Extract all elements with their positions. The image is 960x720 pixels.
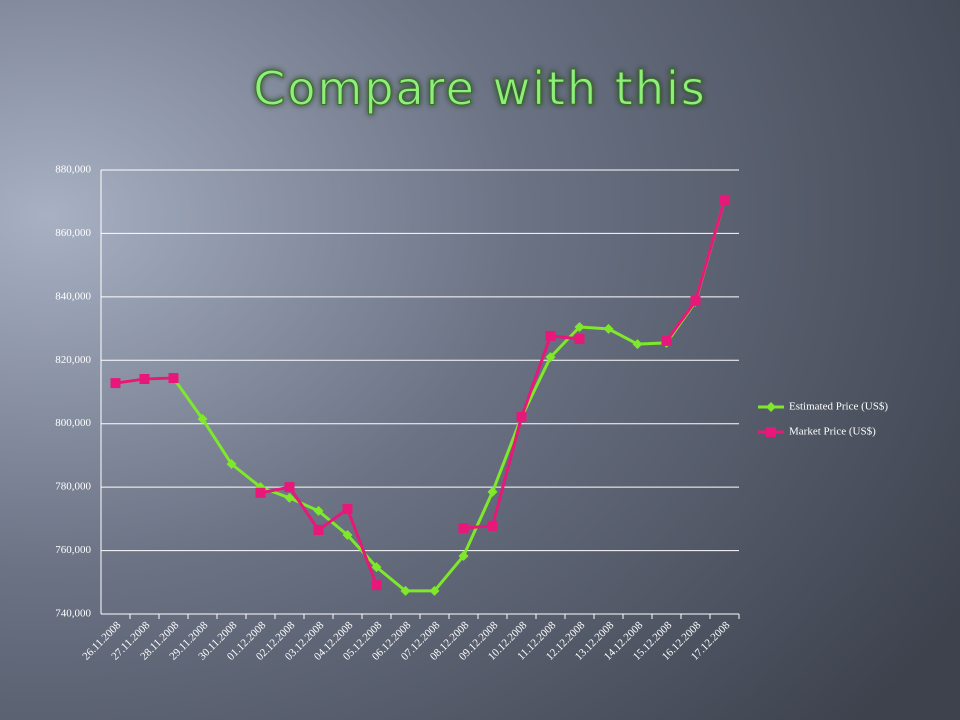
legend-marker xyxy=(766,402,776,412)
point xyxy=(371,562,382,573)
point xyxy=(487,486,498,497)
point xyxy=(284,492,295,503)
point xyxy=(429,585,440,596)
point xyxy=(690,295,701,306)
point xyxy=(371,580,382,591)
point xyxy=(313,505,324,516)
point xyxy=(574,321,585,332)
point xyxy=(516,412,527,423)
point xyxy=(313,524,324,535)
point xyxy=(342,504,353,515)
y-tick-label: 880,000 xyxy=(55,164,91,176)
point xyxy=(661,335,672,346)
point xyxy=(632,339,643,350)
y-tick-label: 800,000 xyxy=(55,417,91,429)
point xyxy=(574,334,585,345)
legend-label: Market Price (US$) xyxy=(789,426,876,438)
point xyxy=(400,585,411,596)
point xyxy=(545,352,556,363)
chart-title: Compare with this xyxy=(253,62,706,116)
point xyxy=(458,523,469,534)
point xyxy=(197,413,208,424)
y-tick-label: 740,000 xyxy=(55,608,91,620)
point xyxy=(110,378,121,389)
point xyxy=(139,373,150,384)
legend-marker xyxy=(766,427,776,437)
y-tick-label: 820,000 xyxy=(55,354,91,366)
point xyxy=(719,194,730,205)
point xyxy=(284,482,295,493)
point xyxy=(168,373,179,384)
point xyxy=(545,330,556,341)
point xyxy=(255,487,266,498)
y-tick-label: 840,000 xyxy=(55,290,91,302)
point xyxy=(226,458,237,469)
y-tick-label: 860,000 xyxy=(55,227,91,239)
point xyxy=(603,323,614,334)
y-tick-label: 780,000 xyxy=(55,481,91,493)
point xyxy=(342,530,353,541)
point xyxy=(458,550,469,561)
legend-label: Estimated Price (US$) xyxy=(789,401,888,413)
series-line xyxy=(115,199,726,593)
y-tick-label: 760,000 xyxy=(55,544,91,556)
point xyxy=(487,520,498,531)
